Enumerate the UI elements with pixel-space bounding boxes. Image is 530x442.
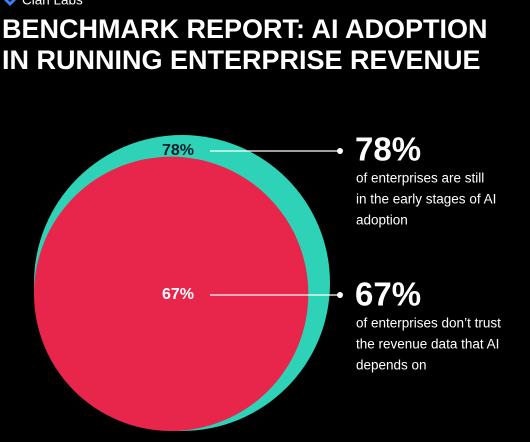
description: depends on [356, 358, 427, 373]
big-value: 78% [355, 131, 421, 168]
brand: Clari Labs [22, 0, 83, 8]
inner-label: 78% [162, 142, 194, 159]
big-value: 67% [355, 276, 421, 313]
circle [34, 156, 309, 431]
leader-dot [337, 148, 343, 154]
description: of enterprises don’t trust [356, 316, 501, 331]
chart-title: BENCHMARK REPORT: AI ADOPTION [2, 14, 488, 44]
description: of enterprises are still [356, 171, 484, 186]
inner-label: 67% [162, 286, 194, 303]
description: in the early stages of AI [356, 192, 496, 207]
description: the revenue data that AI [356, 337, 499, 352]
description: adoption [356, 213, 408, 228]
leader-dot [337, 292, 343, 298]
brand-icon [4, 0, 16, 6]
chart-title: IN RUNNING ENTERPRISE REVENUE [2, 45, 481, 75]
